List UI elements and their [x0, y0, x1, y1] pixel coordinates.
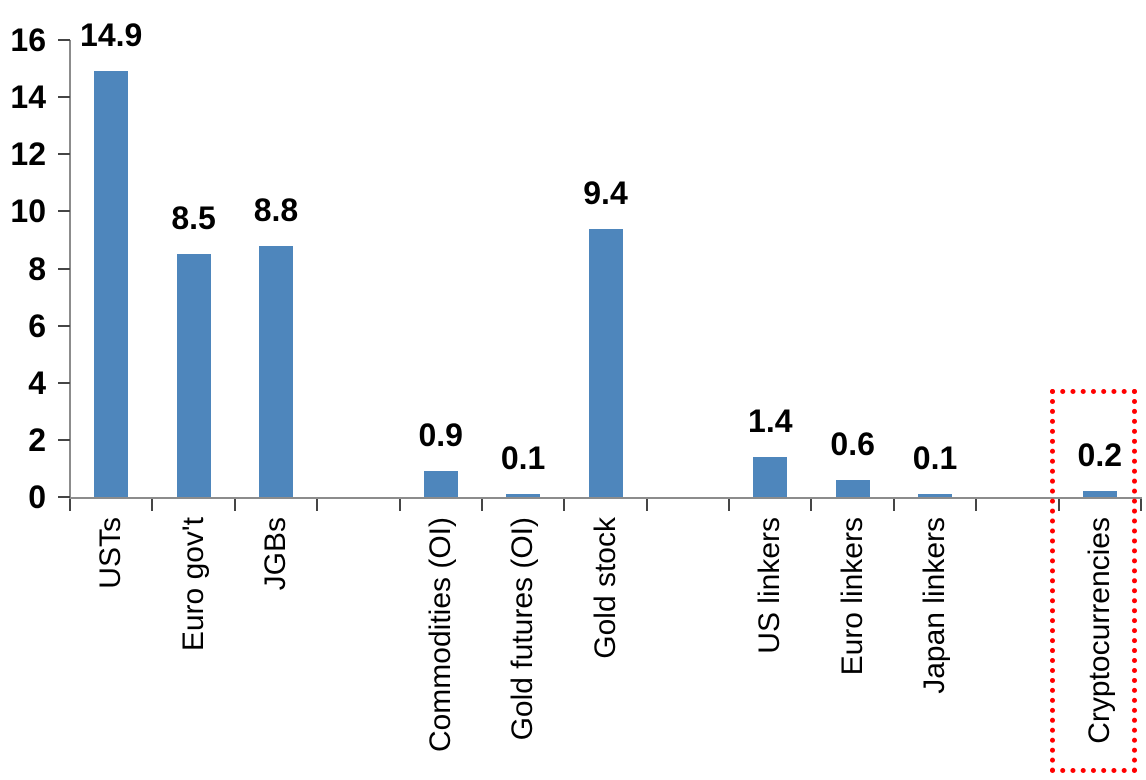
bar-usts — [94, 71, 129, 497]
x-tick — [810, 499, 813, 511]
y-tick-label: 2 — [28, 421, 46, 458]
category-label-gold-futures-oi: Gold futures (OI) — [506, 517, 540, 741]
y-tick — [58, 210, 70, 213]
bar-jgbs — [258, 245, 293, 497]
y-tick-label: 16 — [10, 22, 46, 58]
bar-cryptocurrencies — [1082, 491, 1117, 497]
x-tick — [563, 499, 566, 511]
x-tick — [1140, 499, 1142, 511]
x-tick — [728, 499, 731, 511]
y-tick — [58, 39, 70, 41]
bar-gold-stock — [588, 228, 623, 497]
category-label-jgbs: JGBs — [258, 517, 292, 591]
x-tick — [480, 499, 483, 511]
x-tick — [69, 499, 71, 511]
bar-euro-gov-t — [176, 254, 211, 497]
category-label-japan-linkers: Japan linkers — [918, 517, 952, 694]
x-tick — [316, 499, 319, 511]
bar-euro-linkers — [835, 479, 870, 497]
bar-gold-futures-oi — [506, 494, 541, 497]
y-tick-label: 6 — [28, 307, 46, 344]
y-tick — [58, 267, 70, 270]
category-label-us-linkers: US linkers — [753, 517, 787, 654]
x-tick — [1057, 499, 1060, 511]
bar-value-label-usts: 14.9 — [80, 17, 143, 54]
bar-us-linkers — [753, 457, 788, 497]
category-label-commodities-oi: Commodities (OI) — [423, 517, 457, 753]
y-tick-label: 10 — [10, 193, 46, 230]
y-tick — [58, 153, 70, 156]
y-tick-label: 0 — [28, 479, 46, 515]
x-tick — [645, 499, 648, 511]
bar-value-label-cryptocurrencies: 0.2 — [1077, 437, 1123, 474]
category-label-usts: USTs — [94, 517, 128, 589]
y-axis — [69, 40, 71, 499]
bar-value-label-euro-gov-t: 8.5 — [171, 200, 216, 237]
category-label-euro-gov-t: Euro gov't — [176, 517, 210, 652]
bar-japan-linkers — [918, 494, 953, 497]
category-label-gold-stock: Gold stock — [588, 517, 622, 659]
bar-value-label-euro-linkers: 0.6 — [830, 425, 875, 462]
bar-commodities-oi — [423, 471, 458, 497]
y-tick — [58, 96, 70, 99]
y-tick — [58, 438, 70, 441]
x-tick — [975, 499, 978, 511]
y-tick — [58, 381, 70, 384]
bar-value-label-gold-stock: 9.4 — [583, 174, 628, 211]
y-tick — [58, 324, 70, 327]
x-tick — [398, 499, 401, 511]
x-tick — [892, 499, 895, 511]
highlight-box — [1049, 389, 1137, 773]
bar-value-label-us-linkers: 1.4 — [748, 403, 793, 439]
x-tick — [233, 499, 236, 511]
bar-value-label-gold-futures-oi: 0.1 — [500, 440, 546, 477]
y-tick-label: 14 — [10, 79, 46, 116]
x-axis — [69, 497, 1142, 499]
y-tick-label: 4 — [28, 364, 46, 401]
category-label-euro-linkers: Euro linkers — [835, 517, 869, 676]
bar-value-label-jgbs: 8.8 — [253, 191, 299, 228]
bar-value-label-commodities-oi: 0.9 — [418, 417, 463, 454]
bar-value-label-japan-linkers: 0.1 — [912, 440, 958, 477]
x-tick — [151, 499, 154, 511]
y-tick-label: 12 — [10, 136, 46, 173]
y-tick — [58, 496, 70, 498]
y-tick-label: 8 — [28, 250, 46, 287]
